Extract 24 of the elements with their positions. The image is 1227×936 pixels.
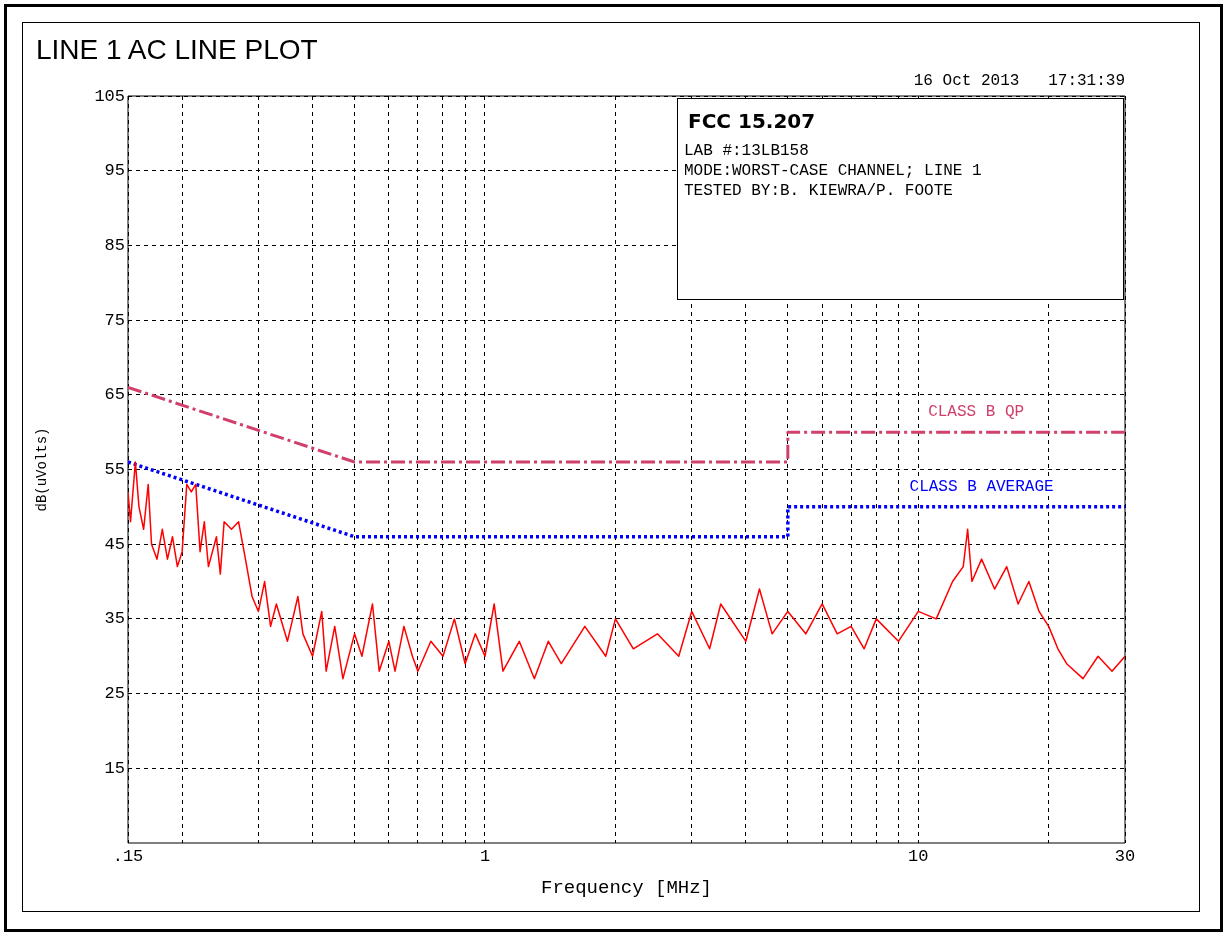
x-tick-label: 1 [479, 846, 491, 866]
y-tick-label: 25 [104, 684, 125, 704]
annotation: LAB #:13LB158 [684, 141, 810, 161]
y-axis-title: dB(uVolts) [34, 427, 51, 512]
x-tick-label: .15 [112, 846, 144, 866]
annotation: MODE:WORST-CASE CHANNEL; LINE 1 [684, 161, 983, 181]
y-tick-label: 15 [104, 758, 125, 778]
annotation: CLASS B AVERAGE [909, 478, 1054, 497]
y-tick-label: 75 [104, 310, 125, 330]
x-tick-label: 30 [1114, 846, 1136, 866]
x-tick-label: 10 [908, 846, 929, 866]
y-tick-label: 55 [104, 460, 125, 479]
annotation: TESTED BY:B. KIEWRA/P. FOOTE [684, 181, 954, 201]
text: 16 Oct 2013 17:31:39 [913, 72, 1125, 90]
y-tick-label: 105 [94, 86, 125, 106]
y-tick-label: 45 [104, 534, 125, 554]
chart-title: LINE 1 AC LINE PLOT [36, 34, 318, 66]
annotation: CLASS B QP [928, 403, 1025, 422]
y-tick-label: 35 [104, 609, 125, 629]
info-box: FCC 15.207 LAB #:13LB158 MODE:WORST-CASE CHANNEL; LINE 1 TESTED BY:B. KIEWRA/P. FOOTE [677, 98, 1124, 300]
y-tick-label: 85 [104, 235, 125, 255]
y-tick-label: 95 [104, 161, 125, 181]
y-tick-label: 65 [104, 385, 125, 405]
x-axis-title: Frequency [MHz] [540, 876, 713, 899]
